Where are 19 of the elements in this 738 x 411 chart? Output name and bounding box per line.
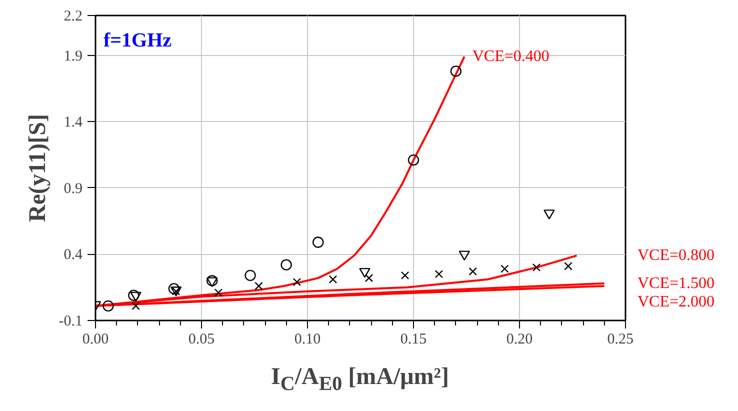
y-tick-label: 1.9 [64, 48, 82, 64]
x-tick-label: 0.20 [506, 332, 533, 348]
y-tick-label: 0.4 [64, 247, 83, 264]
text: VCE=0.800 [638, 247, 715, 264]
y-tick-label: 0.9 [64, 180, 82, 197]
y-tick-label: 2.2 [64, 8, 82, 24]
text: VCE=1.500 [638, 274, 715, 292]
y-axis-title: Re(y11)[S] [24, 114, 51, 222]
series-label: VCE=0.400 [472, 48, 550, 66]
x-tick-label: 0.05 [188, 332, 215, 348]
x-tick-label: 0.00 [82, 332, 109, 348]
text: VCE=2.000 [638, 294, 715, 311]
annotation: f=1GHz [104, 30, 172, 52]
x-axis-title: I$_{C}$/A$_{E0}$ [mA/μm²] [271, 363, 449, 397]
x-tick-label: 0.10 [294, 332, 321, 348]
x-tick-label: 0.15 [400, 332, 427, 348]
y-tick-label: 1.4 [64, 114, 83, 131]
x-tick-label: 0.25 [607, 332, 634, 348]
y-tick-label: -0.1 [58, 314, 83, 330]
